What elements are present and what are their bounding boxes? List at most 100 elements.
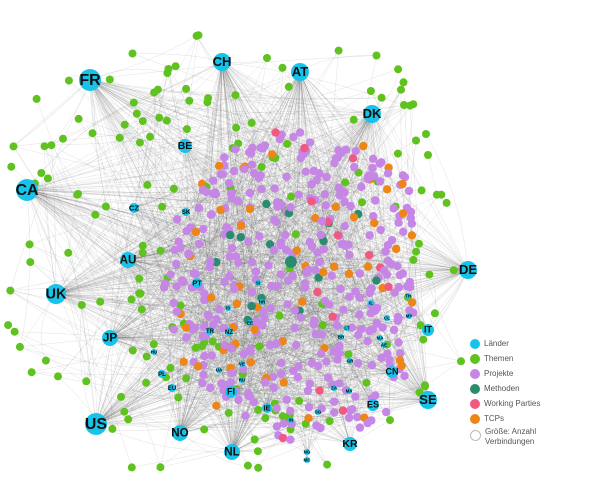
projekt-node[interactable] (305, 138, 315, 147)
country-node-circle[interactable] (129, 203, 139, 213)
country-node-za[interactable]: ZA (331, 385, 338, 391)
projekt-node[interactable] (325, 300, 334, 309)
tcp-node[interactable] (407, 298, 417, 307)
country-node-circle[interactable] (347, 358, 353, 364)
tcp-node[interactable] (250, 325, 259, 334)
thema-node[interactable] (278, 63, 287, 72)
thema-node[interactable] (82, 377, 91, 386)
tcp-node[interactable] (212, 401, 221, 410)
country-node-gr[interactable]: GR (347, 358, 355, 364)
tcp-node[interactable] (407, 231, 417, 240)
projekt-node[interactable] (276, 369, 286, 378)
projekt-node[interactable] (248, 258, 257, 267)
tcp-node[interactable] (359, 141, 368, 151)
thema-node[interactable] (232, 123, 241, 132)
tcp-node[interactable] (236, 221, 246, 230)
thema-node[interactable] (344, 350, 353, 359)
thema-node[interactable] (325, 417, 334, 425)
thema-node[interactable] (143, 180, 152, 189)
thema-node[interactable] (108, 424, 117, 433)
country-node-circle[interactable] (291, 63, 309, 81)
thema-node[interactable] (247, 118, 256, 127)
thema-node[interactable] (283, 139, 292, 148)
projekt-node[interactable] (348, 405, 357, 414)
projekt-node[interactable] (357, 182, 366, 192)
projekt-node[interactable] (234, 196, 243, 206)
country-node-my[interactable]: MY (406, 313, 413, 319)
thema-node[interactable] (166, 363, 175, 372)
country-node-circle[interactable] (225, 386, 237, 398)
country-node-circle[interactable] (192, 278, 202, 288)
thema-node[interactable] (156, 246, 165, 255)
projekt-node[interactable] (220, 153, 229, 162)
methode-node[interactable] (247, 302, 256, 311)
thema-node[interactable] (127, 295, 136, 304)
projekt-node[interactable] (400, 371, 409, 381)
country-node-circle[interactable] (304, 457, 310, 463)
projekt-node[interactable] (365, 326, 374, 336)
projekt-node[interactable] (265, 341, 275, 350)
country-node-circle[interactable] (247, 320, 253, 326)
thema-node[interactable] (372, 51, 381, 60)
projekt-node[interactable] (340, 222, 349, 231)
projekt-node[interactable] (200, 289, 209, 298)
country-node-circle[interactable] (288, 417, 294, 423)
projekt-node[interactable] (324, 373, 333, 382)
projekt-node[interactable] (332, 321, 342, 330)
country-node-circle[interactable] (151, 349, 157, 355)
methode-node[interactable] (284, 255, 297, 268)
country-node-dk[interactable]: DK (363, 105, 382, 123)
tcp-node[interactable] (194, 362, 203, 371)
country-node-circle[interactable] (255, 280, 261, 286)
projekt-node[interactable] (295, 128, 305, 137)
projekt-node[interactable] (282, 172, 291, 181)
projekt-node[interactable] (394, 338, 403, 347)
projekt-node[interactable] (334, 146, 343, 155)
country-node-circle[interactable] (216, 367, 222, 373)
projekt-node[interactable] (320, 190, 329, 199)
projekt-node[interactable] (272, 404, 281, 413)
projekt-node[interactable] (305, 379, 314, 388)
country-node-circle[interactable] (239, 377, 245, 383)
methode-node[interactable] (372, 276, 381, 285)
thema-node[interactable] (421, 382, 429, 391)
thema-node[interactable] (149, 340, 158, 349)
country-node-circle[interactable] (367, 399, 379, 411)
projekt-node[interactable] (370, 306, 380, 315)
thema-node[interactable] (41, 356, 50, 365)
country-node-au[interactable]: AU (120, 252, 137, 268)
projekt-node[interactable] (254, 172, 263, 181)
country-node-circle[interactable] (338, 334, 344, 340)
projekt-node[interactable] (365, 288, 374, 298)
thema-node[interactable] (415, 239, 423, 248)
thema-node[interactable] (7, 162, 16, 171)
thema-node[interactable] (393, 149, 402, 158)
projekt-node[interactable] (282, 245, 291, 255)
projekt-node[interactable] (327, 271, 336, 280)
projekt-node[interactable] (316, 349, 326, 358)
projekt-node[interactable] (198, 185, 208, 195)
thema-node[interactable] (191, 343, 200, 352)
country-node-circle[interactable] (79, 69, 101, 91)
projekt-node[interactable] (170, 245, 179, 255)
projekt-node[interactable] (172, 259, 181, 269)
projekt-node[interactable] (346, 201, 355, 211)
projekt-node[interactable] (279, 419, 288, 428)
country-node-circle[interactable] (46, 284, 66, 304)
methode-node[interactable] (262, 199, 271, 209)
country-node-circle[interactable] (239, 361, 245, 367)
tcp-node[interactable] (304, 414, 313, 423)
country-node-ng[interactable]: NG (304, 449, 311, 455)
tcp-node[interactable] (245, 204, 255, 214)
projekt-node[interactable] (330, 408, 339, 417)
projekt-node[interactable] (406, 213, 415, 223)
projekt-node[interactable] (312, 175, 321, 185)
thema-node[interactable] (442, 198, 451, 207)
projekt-node[interactable] (311, 265, 320, 275)
thema-node[interactable] (250, 435, 259, 444)
projekt-node[interactable] (264, 261, 273, 270)
thema-node[interactable] (362, 378, 371, 387)
projekt-node[interactable] (290, 306, 300, 315)
projekt-node[interactable] (377, 158, 386, 167)
country-node-circle[interactable] (85, 413, 107, 435)
